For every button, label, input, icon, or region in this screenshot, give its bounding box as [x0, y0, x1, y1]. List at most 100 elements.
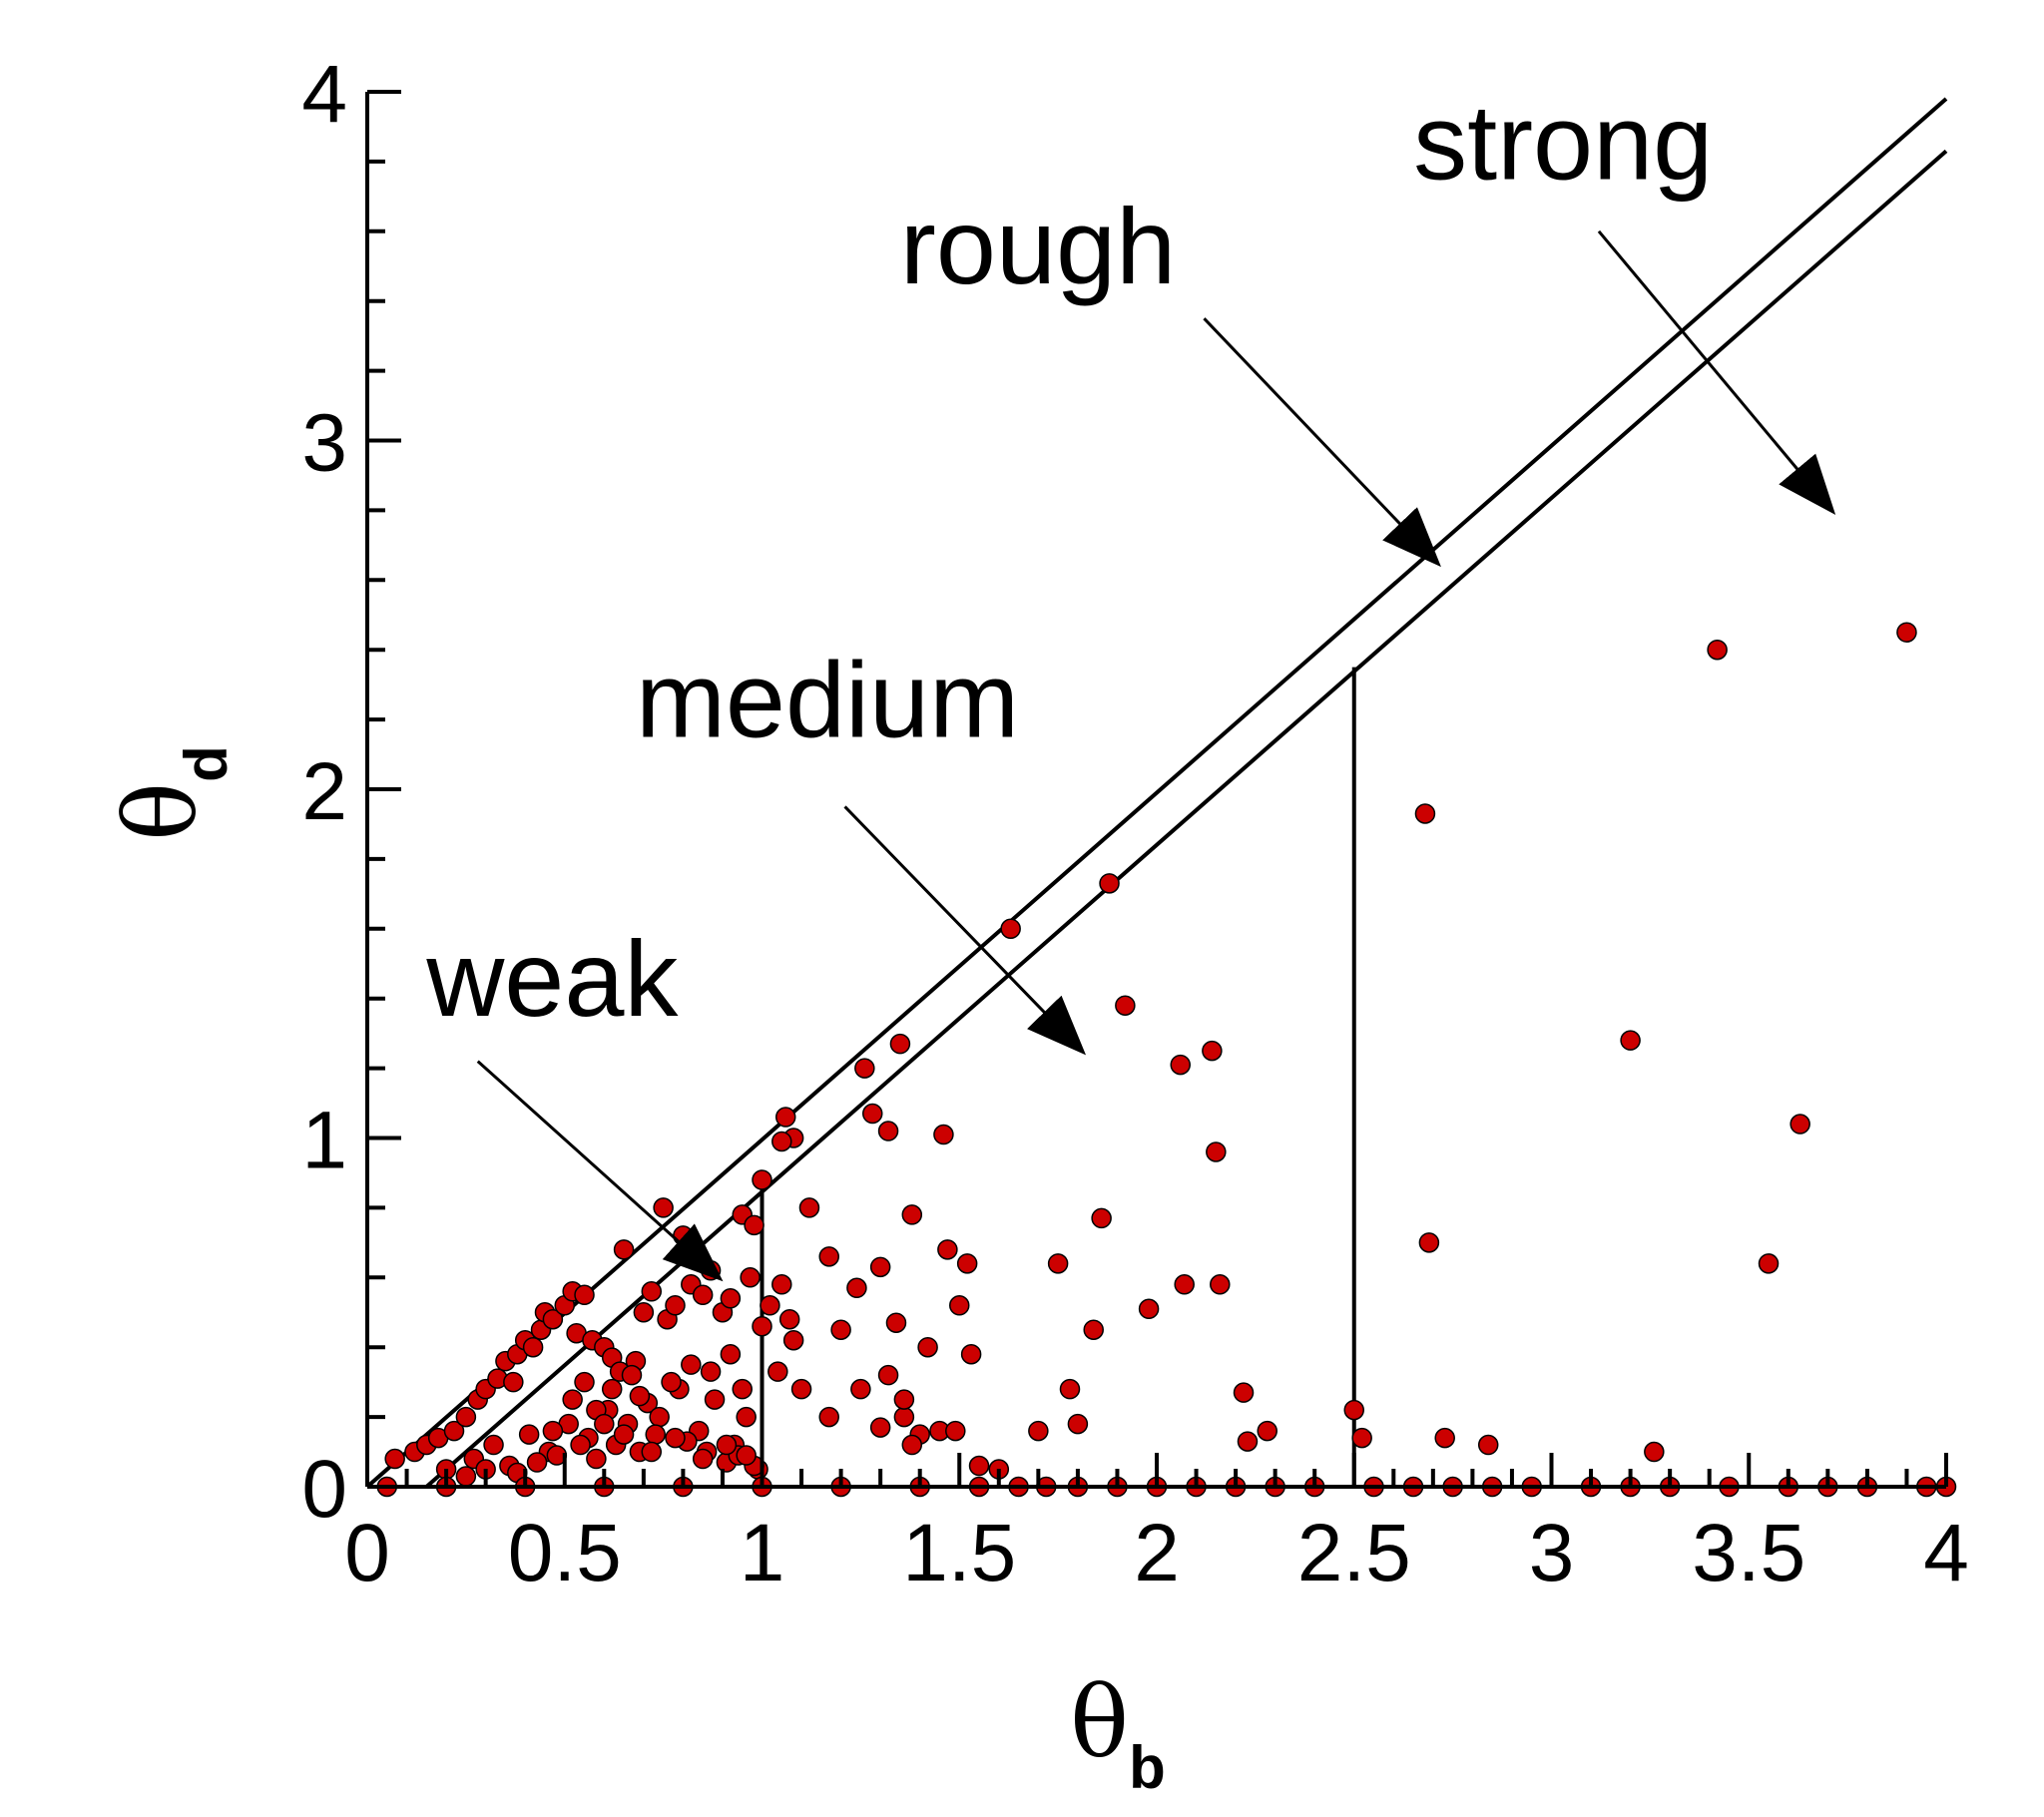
data-point [960, 1343, 982, 1365]
data-point [736, 1445, 757, 1466]
data-point [885, 1312, 907, 1333]
data-point [649, 1406, 670, 1428]
data-point [774, 1107, 796, 1128]
data-point [740, 1267, 761, 1288]
data-point [621, 1364, 643, 1386]
data-point [850, 1378, 871, 1400]
data-point [861, 1103, 883, 1125]
x-tick-label: 2 [1134, 1508, 1180, 1598]
data-point [692, 1448, 714, 1470]
data-point [1028, 1420, 1049, 1442]
data-point [1237, 1431, 1259, 1452]
axis-ticks: 0 0.5 1 1.5 2 2.5 3 3.5 4 0 1 2 3 4 [301, 49, 1968, 1598]
data-point [443, 1420, 465, 1442]
data-point [720, 1288, 742, 1309]
data-point [570, 1434, 591, 1456]
y-axis-title: θd [105, 745, 240, 841]
annotation-arrow-rough [1203, 317, 1441, 568]
data-point [653, 1197, 674, 1218]
data-point [1170, 1054, 1191, 1076]
x-axis-title: θb [1070, 1666, 1166, 1801]
data-point [869, 1256, 891, 1278]
data-point [767, 1361, 788, 1382]
data-point [1351, 1427, 1372, 1449]
data-point [455, 1406, 477, 1428]
x-tick-label: 2.5 [1297, 1508, 1411, 1598]
data-point [692, 1284, 714, 1306]
data-point [716, 1434, 738, 1456]
x-axis-symbol: θ [1070, 1666, 1129, 1780]
data-point [673, 1225, 694, 1246]
data-point [798, 1197, 820, 1218]
data-point [869, 1417, 891, 1438]
data-point [1418, 1232, 1440, 1253]
annotations: weak medium rough strong [425, 81, 1836, 1282]
data-point [384, 1448, 405, 1470]
data-point [893, 1389, 915, 1410]
y-tick-label: 2 [301, 746, 347, 837]
data-point [522, 1336, 544, 1358]
annotation-medium: medium [636, 640, 1019, 760]
data-point [1000, 918, 1021, 940]
data-point [949, 1295, 970, 1316]
y-tick-label: 0 [301, 1444, 347, 1535]
data-point [752, 1315, 772, 1337]
data-point [830, 1319, 851, 1340]
data-point [846, 1277, 867, 1299]
data-point [1174, 1274, 1195, 1295]
data-point [542, 1420, 564, 1442]
data-point [1414, 803, 1436, 824]
data-point [889, 1033, 911, 1055]
y-tick-label: 4 [301, 49, 347, 140]
annotation-rough: rough [900, 186, 1176, 306]
data-point [1047, 1253, 1069, 1274]
data-point [562, 1389, 583, 1410]
data-points [376, 622, 1957, 1498]
data-point [877, 1121, 899, 1141]
data-point [1115, 995, 1136, 1016]
data-point [732, 1378, 753, 1400]
data-point [1138, 1298, 1160, 1320]
data-point [1434, 1427, 1455, 1449]
data-point [1343, 1399, 1364, 1421]
y-tick-label: 1 [301, 1096, 347, 1186]
data-point [518, 1424, 540, 1445]
data-point [901, 1204, 923, 1225]
data-point [893, 1406, 915, 1428]
data-point [782, 1329, 804, 1351]
data-point [700, 1361, 722, 1382]
data-point [937, 1239, 958, 1260]
data-point [633, 1302, 655, 1323]
annotation-arrow-medium [843, 805, 1087, 1056]
data-point [641, 1441, 663, 1463]
data-point [503, 1371, 524, 1393]
data-point [483, 1434, 504, 1456]
data-point [877, 1364, 899, 1386]
data-point [1233, 1382, 1255, 1403]
y-axis-subscript: d [173, 745, 240, 782]
x-tick-label: 1 [740, 1508, 785, 1598]
boundary-line-diagonal-0 [365, 97, 1948, 1489]
data-point [613, 1424, 635, 1445]
data-point [901, 1434, 923, 1456]
boundary-lines [365, 97, 1948, 1489]
annotation-strong: strong [1413, 81, 1713, 202]
x-tick-label: 3.5 [1692, 1508, 1805, 1598]
data-point [854, 1058, 875, 1079]
data-point [956, 1253, 978, 1274]
data-point [681, 1354, 702, 1375]
data-point [1896, 622, 1917, 643]
data-point [752, 1169, 772, 1190]
data-point [1758, 1253, 1780, 1274]
data-point [1059, 1378, 1081, 1400]
data-point [455, 1466, 477, 1487]
data-point [1099, 873, 1120, 894]
data-point [720, 1343, 742, 1365]
x-tick-label: 0.5 [508, 1508, 622, 1598]
data-point [744, 1214, 765, 1236]
data-point [526, 1452, 548, 1473]
annotation-arrow-weak [476, 1060, 724, 1282]
data-point [704, 1389, 726, 1410]
data-point [645, 1424, 666, 1445]
data-point [818, 1406, 839, 1428]
